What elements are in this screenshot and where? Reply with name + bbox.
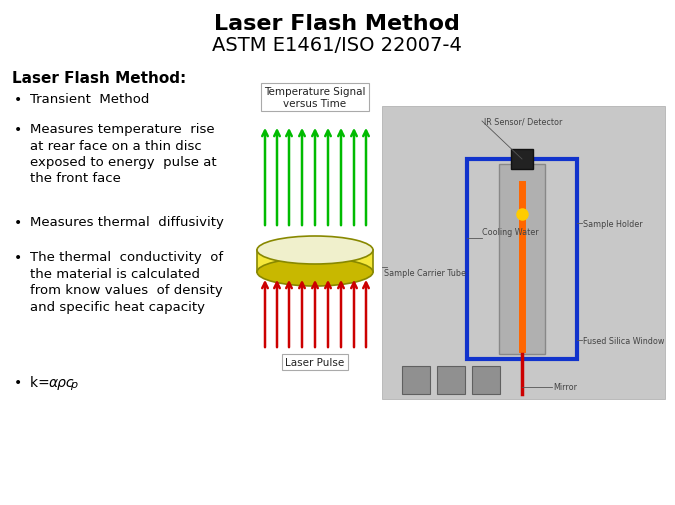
- Bar: [499, 165, 545, 355]
- Text: ASTM E1461/ISO 22007-4: ASTM E1461/ISO 22007-4: [212, 36, 462, 55]
- Polygon shape: [257, 250, 373, 273]
- Ellipse shape: [257, 259, 373, 286]
- Text: Fused Silica Window: Fused Silica Window: [583, 336, 664, 345]
- Text: •: •: [14, 250, 22, 265]
- Bar: [382, 107, 665, 399]
- Bar: [511, 149, 533, 170]
- Text: Measures thermal  diffusivity: Measures thermal diffusivity: [30, 216, 224, 229]
- Text: The thermal  conductivity  of
the material is calculated
from know values  of de: The thermal conductivity of the material…: [30, 250, 223, 313]
- Text: •: •: [14, 216, 22, 230]
- Text: k=: k=: [30, 375, 54, 389]
- Text: •: •: [14, 93, 22, 107]
- Text: Transient  Method: Transient Method: [30, 93, 149, 106]
- Text: IR Sensor/ Detector: IR Sensor/ Detector: [484, 117, 562, 126]
- Text: Laser Flash Method:: Laser Flash Method:: [12, 71, 186, 86]
- Text: Laser Flash Method: Laser Flash Method: [214, 14, 460, 34]
- Ellipse shape: [257, 236, 373, 265]
- Bar: [437, 366, 465, 394]
- Text: Mirror: Mirror: [553, 383, 577, 392]
- Bar: [472, 366, 500, 394]
- Bar: [467, 160, 577, 359]
- Bar: [402, 366, 430, 394]
- Text: Sample Carrier Tube: Sample Carrier Tube: [384, 269, 466, 278]
- Text: αρc: αρc: [49, 375, 74, 389]
- Text: Laser Pulse: Laser Pulse: [286, 358, 345, 367]
- Text: •: •: [14, 375, 22, 389]
- Text: Measures temperature  rise
at rear face on a thin disc
exposed to energy  pulse : Measures temperature rise at rear face o…: [30, 123, 217, 185]
- Text: Temperature Signal
versus Time: Temperature Signal versus Time: [264, 87, 366, 109]
- Text: Sample Holder: Sample Holder: [583, 219, 643, 228]
- Text: p: p: [70, 379, 77, 389]
- Text: Cooling Water: Cooling Water: [482, 227, 539, 236]
- Text: •: •: [14, 123, 22, 137]
